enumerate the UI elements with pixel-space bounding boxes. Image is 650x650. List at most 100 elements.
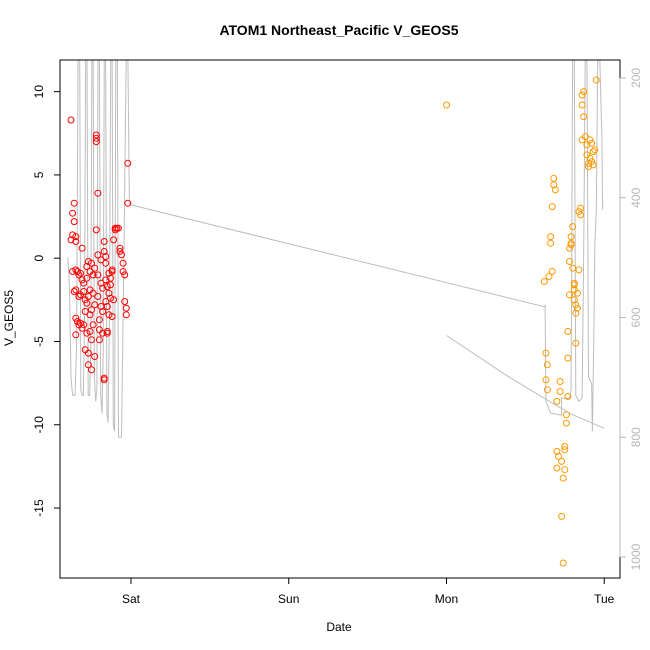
data-point-series-2 (556, 388, 564, 395)
data-point-series-2 (567, 241, 575, 249)
data-point-series-2 (581, 133, 589, 141)
data-point-series-1 (72, 238, 80, 245)
data-point-series-1 (116, 244, 124, 252)
data-point-series-1 (122, 304, 130, 312)
data-point-series-1 (110, 296, 118, 304)
x-tick-label: Sat (122, 592, 141, 606)
data-point-series-2 (566, 258, 573, 265)
data-point-series-2 (558, 512, 566, 520)
data-point-series-1 (69, 209, 77, 217)
data-point-series-1 (97, 279, 105, 287)
data-point-series-1 (119, 259, 127, 267)
data-point-series-1 (81, 308, 89, 315)
data-point-series-2 (586, 136, 594, 144)
data-point-series-2 (567, 233, 575, 241)
data-point-series-1 (86, 328, 94, 335)
data-point-series-1 (70, 218, 78, 226)
data-point-series-1 (99, 308, 107, 315)
data-point-series-1 (92, 131, 100, 139)
data-point-series-1 (107, 281, 114, 289)
data-point-series-2 (547, 233, 555, 241)
y-axis-label: V_GEOS5 (2, 290, 16, 346)
data-point-series-1 (95, 316, 103, 324)
data-point-series-1 (118, 251, 125, 259)
data-point-series-1 (121, 298, 129, 305)
chart-title: ATOM1 Northeast_Pacific V_GEOS5 (219, 22, 458, 38)
data-point-series-2 (575, 208, 583, 216)
data-point-series-2 (583, 141, 591, 149)
data-point-series-1 (80, 321, 88, 329)
data-point-series-1 (72, 233, 80, 241)
y-axis: -15 -10 -5 0 5 10 (32, 85, 60, 517)
data-point-series-1 (67, 236, 75, 244)
data-point-series-1 (72, 286, 80, 294)
data-point-series-1 (116, 248, 124, 255)
data-point-series-1 (78, 276, 86, 284)
data-point-series-1 (91, 353, 99, 360)
data-point-series-2 (550, 181, 558, 189)
y2-tick-label: 1000 (629, 543, 643, 570)
data-point-series-2 (580, 88, 588, 96)
data-point-series-1 (78, 244, 86, 252)
data-point-series-1 (102, 298, 110, 305)
data-point-series-1 (99, 284, 107, 292)
data-point-series-2 (578, 91, 586, 99)
data-point-series-2 (561, 466, 569, 474)
data-point-series-1 (103, 303, 111, 310)
data-point-series-2 (555, 452, 562, 460)
data-point-series-1 (95, 336, 103, 344)
data-point-series-1 (89, 321, 97, 329)
data-point-series-1 (75, 293, 83, 300)
secondary-y-axis: 200 400 600 800 1000 (619, 68, 643, 570)
data-point-series-2 (564, 393, 572, 400)
data-point-series-1 (77, 269, 84, 277)
data-point-series-2 (562, 419, 570, 427)
data-point-series-1 (83, 299, 91, 307)
data-point-series-1 (91, 264, 99, 272)
data-point-series-1 (124, 159, 132, 167)
data-point-series-2 (562, 411, 570, 419)
y-tick-label: -15 (32, 499, 46, 517)
data-point-series-2 (561, 446, 569, 454)
data-point-series-1 (80, 279, 88, 287)
data-point-series-1 (72, 314, 80, 322)
data-point-series-2 (542, 349, 550, 357)
data-point-series-1 (78, 324, 86, 332)
y-tick-label: -10 (32, 416, 46, 434)
data-point-series-2 (553, 397, 561, 405)
data-point-series-1 (67, 116, 75, 124)
data-point-series-2 (573, 304, 581, 312)
data-point-series-1 (114, 224, 122, 232)
data-point-series-2 (545, 273, 553, 280)
x-tick-label: Mon (435, 592, 458, 606)
data-point-series-2 (569, 264, 577, 272)
data-point-series-2 (542, 376, 550, 384)
data-point-series-1 (124, 199, 132, 207)
data-point-series-1 (100, 374, 108, 382)
data-point-series-2 (556, 378, 564, 385)
data-point-series-2 (572, 339, 580, 347)
data-point-series-2 (570, 281, 578, 289)
data-point-series-1 (91, 301, 99, 309)
data-point-series-2 (548, 203, 556, 211)
data-point-series-2 (564, 328, 572, 335)
data-point-series-2 (589, 148, 597, 156)
data-point-series-1 (102, 259, 110, 267)
data-point-series-1 (99, 329, 107, 337)
data-point-series-1 (88, 306, 95, 314)
y2-tick-label: 400 (629, 187, 643, 207)
data-point-series-1 (122, 311, 130, 319)
y2-tick-label: 200 (629, 68, 643, 88)
data-point-series-1 (97, 256, 105, 264)
data-point-series-1 (84, 293, 92, 300)
data-point-series-1 (70, 199, 78, 207)
data-point-series-2 (566, 291, 573, 299)
data-point-series-1 (108, 313, 116, 320)
x-axis-label: Date (326, 620, 352, 634)
data-point-series-1 (72, 266, 80, 274)
data-point-series-1 (102, 253, 110, 260)
data-point-series-1 (94, 293, 102, 300)
data-point-series-2 (572, 301, 580, 309)
data-point-series-2 (551, 186, 559, 194)
